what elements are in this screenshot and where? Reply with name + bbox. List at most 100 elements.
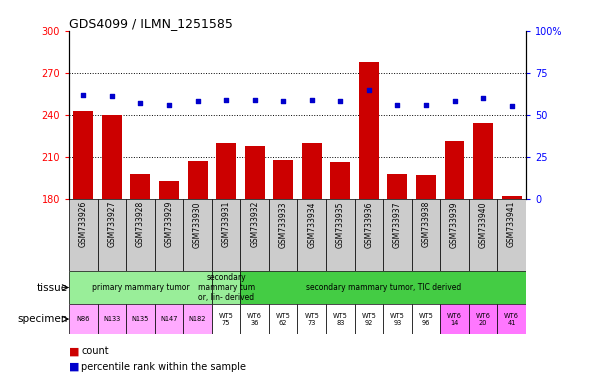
Bar [297,199,326,271]
Bar [469,304,498,334]
Bar [440,304,469,334]
Text: GSM733930: GSM733930 [193,201,202,248]
Text: count: count [81,346,109,356]
Text: WT6
41: WT6 41 [504,313,519,326]
Text: N147: N147 [160,316,178,322]
Bar [383,304,412,334]
Text: GSM733938: GSM733938 [421,201,430,247]
Bar [412,199,440,271]
Bar [212,304,240,334]
Text: GDS4099 / ILMN_1251585: GDS4099 / ILMN_1251585 [69,17,233,30]
Bar [445,141,465,199]
Point [392,102,402,108]
Bar [502,196,522,199]
Text: GSM733932: GSM733932 [250,201,259,247]
Text: N86: N86 [77,316,90,322]
Text: GSM733935: GSM733935 [336,201,345,248]
Text: WT5
92: WT5 92 [361,313,376,326]
Text: GSM733941: GSM733941 [507,201,516,247]
Text: N133: N133 [103,316,121,322]
Text: secondary mammary tumor, TIC derived: secondary mammary tumor, TIC derived [305,283,461,292]
Point [221,97,231,103]
Bar [69,271,212,304]
Text: GSM733929: GSM733929 [165,201,174,247]
Bar [73,111,93,199]
Point [450,98,459,104]
Text: WT5
93: WT5 93 [390,313,405,326]
Text: GSM733928: GSM733928 [136,201,145,247]
Bar [155,199,183,271]
Point [507,103,516,109]
Bar [297,304,326,334]
Bar [355,199,383,271]
Text: WT6
14: WT6 14 [447,313,462,326]
Bar [269,304,297,334]
Bar [245,146,264,199]
Bar [240,304,269,334]
Text: WT6
36: WT6 36 [247,313,262,326]
Bar [326,304,355,334]
Text: secondary
mammary tum
or, lin- derived: secondary mammary tum or, lin- derived [198,273,255,303]
Bar [69,199,97,271]
Point [421,102,431,108]
Bar [269,199,297,271]
Bar [302,143,322,199]
Text: WT5
96: WT5 96 [418,313,433,326]
Bar [183,304,212,334]
Text: GSM733933: GSM733933 [279,201,288,248]
Bar [98,199,126,271]
Bar [155,304,183,334]
Text: N182: N182 [189,316,206,322]
Text: GSM733926: GSM733926 [79,201,88,247]
Bar [212,199,240,271]
Bar [102,115,122,199]
Text: WT5
73: WT5 73 [304,313,319,326]
Bar [216,143,236,199]
Text: GSM733939: GSM733939 [450,201,459,248]
Point [193,98,203,104]
Point [364,86,374,93]
Text: GSM733937: GSM733937 [393,201,402,248]
Bar [240,271,526,304]
Point [250,97,260,103]
Text: GSM733927: GSM733927 [108,201,117,247]
Text: GSM733934: GSM733934 [307,201,316,248]
Bar [473,123,493,199]
Bar [212,271,240,304]
Bar [183,199,212,271]
Text: ■: ■ [69,346,79,356]
Bar [498,304,526,334]
Text: percentile rank within the sample: percentile rank within the sample [81,362,246,372]
Point [136,100,145,106]
Bar [469,199,498,271]
Text: WT5
62: WT5 62 [276,313,291,326]
Bar [388,174,407,199]
Bar [130,174,150,199]
Point [107,93,117,99]
Bar [416,175,436,199]
Bar [383,199,412,271]
Text: GSM733940: GSM733940 [478,201,487,248]
Bar [188,161,207,199]
Bar [498,199,526,271]
Bar [331,162,350,199]
Text: WT6
20: WT6 20 [475,313,490,326]
Bar [69,304,97,334]
Point [164,102,174,108]
Bar [159,181,179,199]
Text: specimen: specimen [17,314,68,324]
Text: tissue: tissue [37,283,68,293]
Bar [240,199,269,271]
Bar [326,199,355,271]
Point [278,98,288,104]
Point [478,95,488,101]
Text: GSM733936: GSM733936 [364,201,373,248]
Text: GSM733931: GSM733931 [222,201,231,247]
Point [79,91,88,98]
Text: ■: ■ [69,362,79,372]
Bar [126,199,155,271]
Bar [412,304,440,334]
Point [335,98,345,104]
Bar [126,304,155,334]
Text: N135: N135 [132,316,149,322]
